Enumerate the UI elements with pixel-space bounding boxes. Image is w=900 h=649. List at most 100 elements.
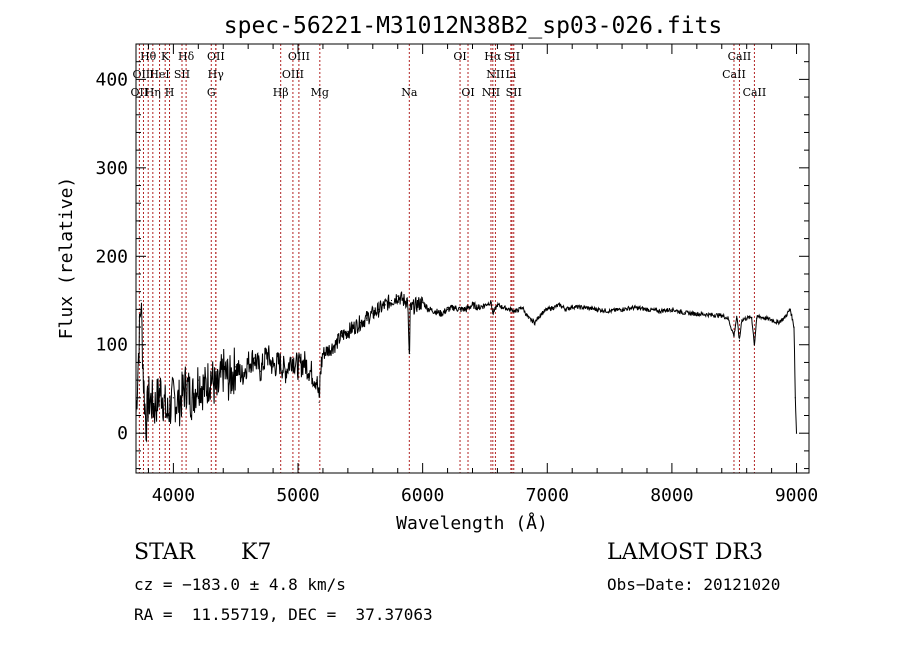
spectrum-point bbox=[621, 308, 623, 310]
line-label: H bbox=[165, 86, 175, 99]
spectrum-point bbox=[727, 317, 729, 319]
spectrum-point bbox=[137, 353, 140, 355]
spectrum-point bbox=[384, 304, 386, 306]
spectrum-point bbox=[609, 310, 611, 312]
line-label: Hη bbox=[145, 86, 161, 99]
x-tick-label: 4000 bbox=[152, 485, 195, 506]
spectrum-point bbox=[266, 353, 268, 355]
spectrum-point bbox=[142, 379, 145, 381]
line-label: NII bbox=[482, 86, 500, 99]
spectrum-point bbox=[147, 397, 150, 399]
spectrum-point bbox=[166, 414, 168, 417]
spectrum-point bbox=[359, 322, 361, 324]
survey-name: LAMOST DR3 bbox=[607, 540, 763, 565]
spectrum-point bbox=[403, 299, 405, 302]
spectrum-point bbox=[140, 299, 142, 302]
spectrum-point bbox=[197, 379, 199, 381]
spectrum-point bbox=[322, 353, 324, 355]
spectrum-point bbox=[203, 388, 206, 390]
y-tick-label: 200 bbox=[95, 246, 128, 267]
line-label: Hβ bbox=[273, 86, 289, 99]
spectrum-point bbox=[552, 307, 555, 309]
x-axis: 4000 5000 6000 7000 8000 9000 bbox=[147, 44, 818, 506]
spectrum-point bbox=[272, 366, 274, 368]
line-label: Hγ bbox=[208, 68, 225, 81]
spectrum-point bbox=[328, 348, 330, 350]
line-label: Mg bbox=[311, 86, 329, 99]
x-tick-label: 7000 bbox=[526, 485, 569, 506]
spectrum-point bbox=[708, 314, 710, 316]
redshift-text: cz = −183.0 ± 4.8 km/s bbox=[134, 575, 346, 594]
spectrum-point bbox=[696, 313, 698, 315]
line-label: OI bbox=[461, 86, 474, 99]
spectrum-point bbox=[478, 307, 480, 309]
y-axis-label: Flux (relative) bbox=[56, 177, 77, 340]
object-class: STAR bbox=[134, 540, 196, 565]
line-label: SII bbox=[506, 86, 522, 99]
spectrum-point bbox=[440, 313, 442, 315]
spectrum-point bbox=[372, 313, 374, 315]
spectrum-point bbox=[764, 317, 767, 319]
spectrum-point bbox=[397, 295, 399, 297]
chart-title: spec-56221-M31012N38B2_sp03-026.fits bbox=[224, 13, 723, 39]
spectrum-line bbox=[135, 291, 797, 443]
y-tick-label: 100 bbox=[95, 335, 128, 356]
spectrum-point bbox=[318, 401, 320, 403]
spectrum-point bbox=[683, 312, 686, 314]
spectrum-point bbox=[228, 379, 231, 381]
spectrum-point bbox=[409, 353, 411, 355]
plot-frame bbox=[135, 43, 810, 474]
spectrum-point bbox=[319, 370, 322, 372]
spectrum-point bbox=[378, 308, 380, 310]
spectrum-point bbox=[771, 319, 773, 321]
spectrum-point bbox=[179, 401, 181, 403]
x-tick-label: 5000 bbox=[276, 485, 319, 506]
spectrum-point bbox=[459, 308, 461, 310]
spectrum-point bbox=[316, 379, 318, 381]
spectrum-point bbox=[736, 315, 738, 317]
spectrum-point bbox=[794, 397, 796, 399]
spectrum-point bbox=[415, 304, 417, 306]
spectrum-point bbox=[746, 317, 748, 319]
spectrum-point bbox=[253, 357, 255, 359]
y-tick-label: 0 bbox=[117, 423, 128, 444]
spectrum-point bbox=[534, 322, 536, 324]
spectrum-point bbox=[492, 313, 494, 315]
line-label: Li bbox=[505, 68, 516, 81]
spectrum-point bbox=[658, 310, 661, 312]
line-label: Hδ bbox=[178, 50, 195, 63]
spectrum-point bbox=[447, 308, 449, 310]
spectrum-point bbox=[509, 308, 511, 310]
spectrum-point bbox=[260, 370, 262, 372]
line-label: SII bbox=[174, 68, 190, 81]
spectrum-point bbox=[721, 315, 723, 317]
spectrum-point bbox=[160, 388, 162, 390]
obs-date-text: Obs−Date: 20121020 bbox=[607, 575, 780, 594]
spectrum-point bbox=[465, 308, 467, 310]
spectrum-point bbox=[484, 304, 486, 306]
spectrum-point bbox=[453, 307, 455, 309]
spectrum-point bbox=[758, 315, 760, 317]
spectrum-point bbox=[353, 326, 355, 328]
line-label: HeI bbox=[149, 68, 169, 81]
spectrum-point bbox=[521, 307, 524, 309]
line-label: OIII bbox=[282, 68, 304, 81]
line-label: OII bbox=[131, 86, 149, 99]
object-subclass: K7 bbox=[241, 540, 271, 565]
spectrum-point bbox=[596, 308, 598, 310]
spectrum-point bbox=[584, 307, 586, 309]
spectrum-point bbox=[633, 307, 636, 309]
spectrum-point bbox=[471, 304, 474, 306]
spectrum-point bbox=[422, 301, 424, 303]
spectrum-point bbox=[390, 299, 393, 302]
spectrum-point bbox=[222, 370, 224, 372]
spectrum-point bbox=[751, 316, 753, 318]
line-label: OI bbox=[453, 50, 466, 63]
spectrum-point bbox=[741, 319, 743, 321]
line-label: G bbox=[207, 86, 216, 99]
spectrum-point bbox=[777, 322, 779, 324]
line-label: OIII bbox=[132, 68, 154, 81]
spectrum-point bbox=[185, 383, 187, 386]
y-tick-label: 400 bbox=[95, 69, 128, 90]
